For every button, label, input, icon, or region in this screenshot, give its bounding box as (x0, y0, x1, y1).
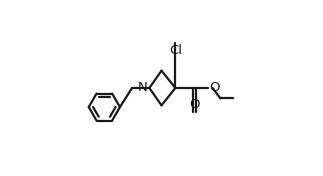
Text: N: N (138, 81, 148, 94)
Text: O: O (209, 81, 219, 94)
Text: Cl: Cl (169, 44, 182, 57)
Text: O: O (189, 98, 200, 111)
